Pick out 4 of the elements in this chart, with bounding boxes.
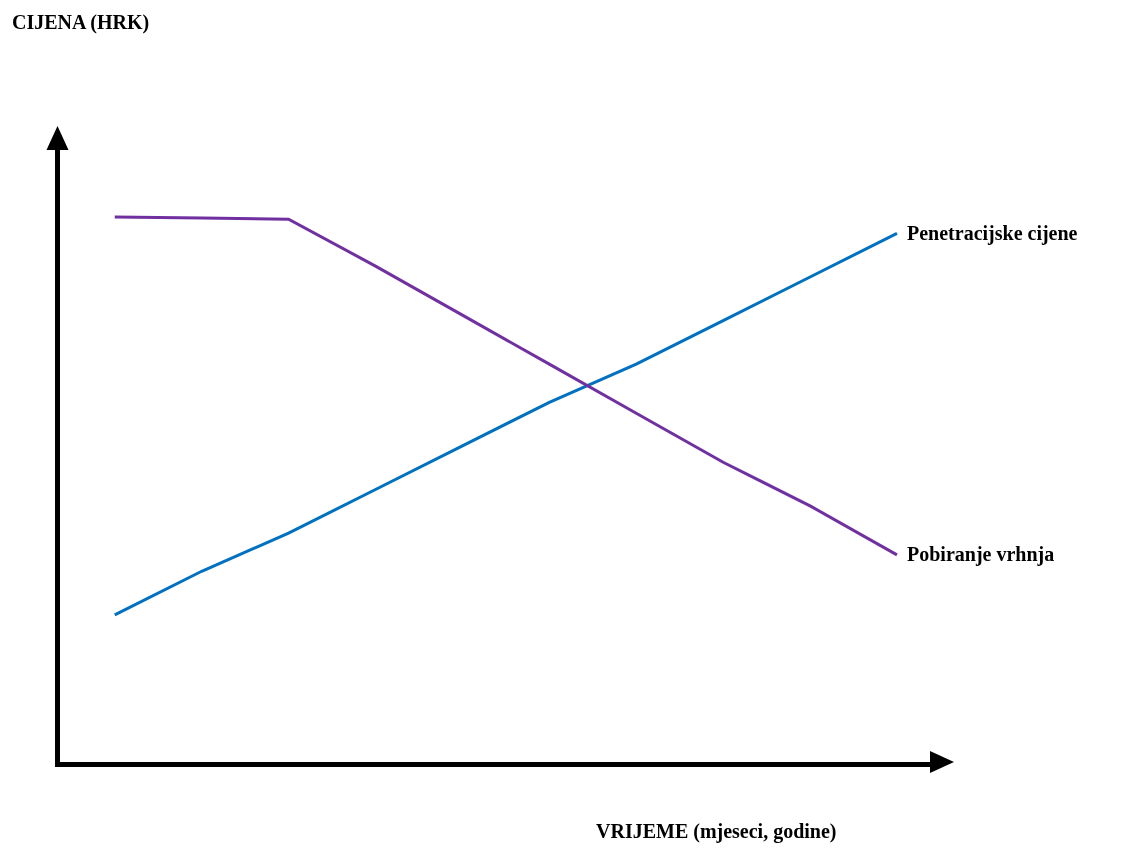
text: CIJENA (HRK) [12,11,150,34]
x-axis-title: VRIJEME (mjeseci, godine) [596,820,837,843]
series-label: Penetracijske cijene [907,222,1078,245]
series-label: Pobiranje vrhnja [907,543,1055,566]
